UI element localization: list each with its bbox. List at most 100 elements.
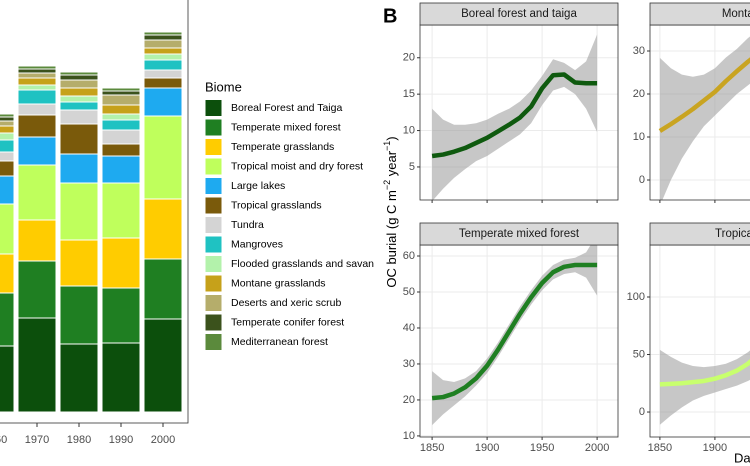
legend-label: Boreal Forest and Taiga	[231, 102, 342, 114]
legend-swatch	[204, 255, 223, 273]
bar-segment	[59, 123, 99, 155]
bar-panel: 1960 1970 1980 1990 2000	[0, 0, 189, 446]
bar-segment	[17, 89, 57, 105]
y-tick-label: 30	[403, 358, 415, 370]
bar-segment	[101, 129, 141, 145]
bar-segment	[101, 94, 141, 106]
bar-segment	[143, 59, 183, 71]
bar-segment	[17, 114, 57, 138]
bar-segment	[143, 31, 183, 36]
strip	[649, 222, 750, 246]
y-tick-label: 20	[403, 52, 415, 64]
bar-segment	[17, 103, 57, 116]
x-tick-label: 1970	[25, 434, 49, 446]
trend-line	[658, 57, 750, 133]
bar-segment	[0, 175, 15, 205]
bar-segment	[143, 258, 183, 320]
plot-area	[420, 25, 618, 200]
bar-segment	[0, 116, 15, 122]
y-axis-label-part: −2	[382, 180, 392, 190]
panel-label: B	[383, 5, 397, 27]
bar-segment	[101, 287, 141, 344]
plot-area	[420, 245, 618, 437]
legend-label: Mangroves	[231, 238, 283, 250]
x-tick-label: 2000	[151, 434, 175, 446]
bar-segment	[101, 143, 141, 157]
legend-swatch	[204, 294, 223, 312]
bar-segment	[0, 203, 15, 255]
bar-segment	[0, 139, 15, 153]
y-tick-label: 100	[627, 291, 645, 303]
y-tick-label: 0	[639, 406, 645, 418]
bar-segment	[59, 182, 99, 241]
legend-swatch	[204, 274, 223, 293]
y-tick-label: 10	[403, 430, 415, 442]
bar-segment	[59, 285, 99, 345]
bar-segment	[59, 109, 99, 125]
bar-segment	[0, 253, 15, 294]
bar-segment	[17, 164, 57, 221]
y-axis-label-part: OC burial (g C m	[384, 190, 399, 288]
y-tick-label: 20	[633, 88, 645, 100]
y-axis-label-part: −1	[382, 141, 392, 151]
bar-segment	[0, 160, 15, 177]
x-tick-label: 1900	[703, 442, 727, 454]
y-tick-label: 50	[633, 348, 645, 360]
x-tick-label: 1900	[475, 442, 499, 454]
x-axis-label: Da	[734, 450, 750, 465]
bar-segment	[17, 317, 57, 413]
x-tick-label: 2000	[585, 442, 609, 454]
y-axis-label-part: year	[384, 150, 399, 180]
confidence-band	[659, 349, 750, 425]
bar-segment	[59, 79, 99, 89]
legend-label: Flooded grasslands and savan	[231, 258, 374, 270]
bar-segment	[59, 343, 99, 413]
bar-segment	[59, 239, 99, 287]
plot-area	[650, 25, 750, 200]
legend-swatch	[204, 99, 223, 117]
x-tick-label: 1980	[67, 434, 91, 446]
bar-segment	[143, 77, 183, 89]
legend-swatch	[204, 157, 223, 176]
strip	[649, 2, 750, 26]
y-axis-label: OC burial (g C m−2 year−1)	[382, 136, 399, 287]
legend-swatch	[204, 196, 223, 215]
bar-segment	[0, 125, 15, 134]
y-tick-label: 5	[409, 161, 415, 173]
bar-segment	[101, 237, 141, 289]
bar-segment	[101, 87, 141, 92]
bar-segment	[17, 65, 57, 70]
bar-segment	[17, 260, 57, 319]
y-tick-label: 10	[403, 124, 415, 136]
bar-segment	[17, 68, 57, 74]
bar-segment	[17, 72, 57, 79]
y-tick-label: 30	[633, 45, 645, 57]
legend-swatch	[204, 177, 223, 195]
strip-title: Boreal forest and taiga	[461, 8, 577, 20]
strip	[419, 222, 619, 246]
legend-label: Large lakes	[231, 180, 285, 192]
legend-swatch	[204, 333, 223, 351]
legend-label: Temperate grasslands	[231, 141, 334, 153]
legend-label: Mediterranean forest	[231, 336, 328, 348]
bar-segment	[143, 47, 183, 55]
bar-segment	[101, 90, 141, 96]
bar-segment	[0, 120, 15, 127]
legend-swatch	[204, 313, 223, 332]
legend-swatch	[204, 235, 223, 254]
x-tick-label: 1850	[420, 442, 444, 454]
bar-segment	[0, 151, 15, 162]
bar-segment	[17, 219, 57, 262]
bar-segment	[101, 113, 141, 121]
bar-segment	[17, 136, 57, 166]
bar-segment	[59, 95, 99, 103]
strip-title: Temperate mixed forest	[459, 228, 580, 240]
bar-segment	[101, 155, 141, 184]
legend-swatch	[204, 118, 223, 137]
trend-line	[431, 262, 598, 401]
x-tick-label: 1850	[648, 442, 672, 454]
x-tick-label: 1990	[109, 434, 133, 446]
bar-segment	[0, 113, 15, 118]
trend-line	[659, 359, 750, 387]
